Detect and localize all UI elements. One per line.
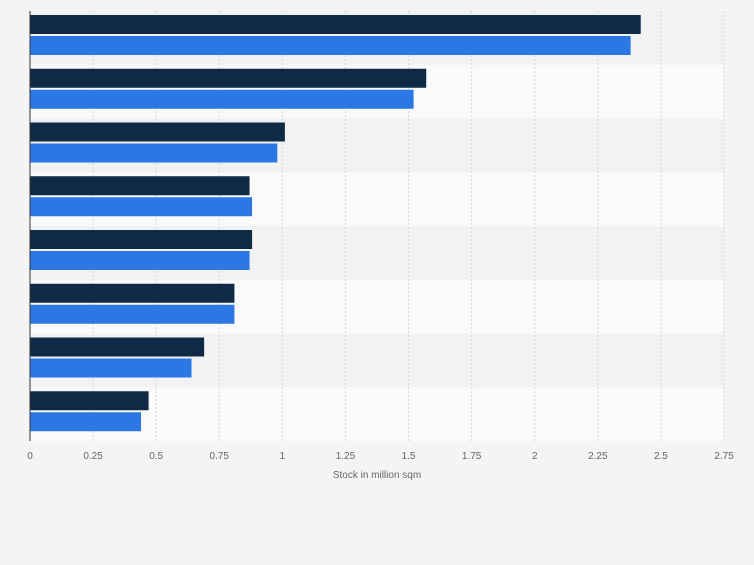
bar[interactable] [30,283,235,303]
x-tick-labels: 0 0.25 0.5 0.75 1 1.25 1.5 1.75 2 2.25 2.5 2.75 [27,451,734,462]
x-tick-label: 2.75 [714,451,734,462]
bar[interactable] [30,143,278,163]
bar[interactable] [30,176,250,196]
bar[interactable] [30,68,427,88]
bar[interactable] [30,197,253,217]
x-tick-label: 0.25 [83,451,103,462]
x-tick-label: 2.25 [588,451,608,462]
x-tick-label: 1.75 [462,451,482,462]
x-tick-label: 0.5 [149,451,163,462]
x-tick-label: 2.5 [654,451,668,462]
bar[interactable] [30,412,142,432]
bar[interactable] [30,15,641,34]
x-tick-label: 2 [532,451,538,462]
bar[interactable] [30,89,414,109]
bar[interactable] [30,304,235,324]
x-axis-label: Stock in million sqm [333,470,421,481]
x-tick-label: 0.75 [210,451,230,462]
bar[interactable] [30,122,285,142]
x-tick-label: 1 [280,451,286,462]
bar[interactable] [30,36,631,55]
bar[interactable] [30,391,149,411]
bar[interactable] [30,358,192,378]
x-tick-label: 1.5 [402,451,416,462]
bars [30,15,641,432]
x-tick-label: 0 [27,451,33,462]
bar[interactable] [30,337,205,357]
x-tick-label: 1.25 [336,451,356,462]
bar[interactable] [30,230,253,249]
bar[interactable] [30,251,250,270]
